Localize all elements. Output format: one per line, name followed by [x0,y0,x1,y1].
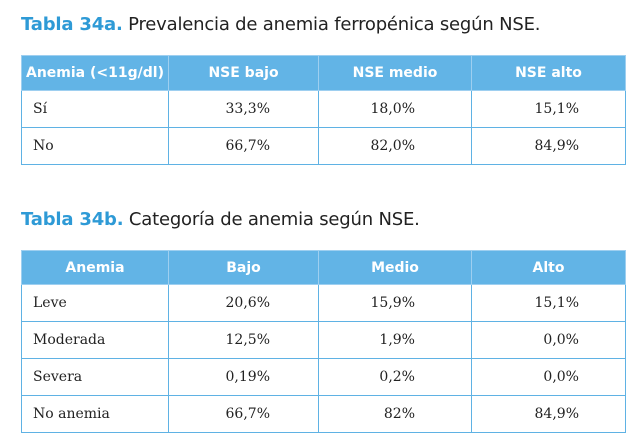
table-header-row: Anemia (<11g/dl) NSE bajo NSE medio NSE … [21,55,626,91]
table-cell: 84,9% [471,127,626,165]
table-row: No anemia 66,7% 82% 84,9% [21,395,626,433]
table-b-caption: Categoría de anemia según NSE. [128,209,420,230]
column-header: Anemia [21,250,169,285]
table-cell: 15,1% [471,284,626,322]
column-header: Medio [318,250,472,285]
column-header: NSE alto [471,55,626,91]
table-a-title: Tabla 34a. Prevalencia de anemia ferropé… [21,14,540,35]
table-cell: 66,7% [168,127,319,165]
anemia-prevalence-table: Anemia (<11g/dl) NSE bajo NSE medio NSE … [21,55,626,165]
anemia-category-table: Anemia Bajo Medio Alto Leve 20,6% 15,9% … [21,250,626,433]
table-cell: 82% [318,395,472,433]
table-cell: 84,9% [471,395,626,433]
table-cell: 0,2% [318,358,472,396]
row-label: Moderada [21,321,169,359]
table-cell: 12,5% [168,321,319,359]
column-header: NSE medio [318,55,472,91]
row-label: Leve [21,284,169,322]
column-header: NSE bajo [168,55,319,91]
table-row: No 66,7% 82,0% 84,9% [21,127,626,165]
table-a-caption: Prevalencia de anemia ferropénica según … [128,14,541,35]
row-label: No anemia [21,395,169,433]
table-b-label: Tabla 34b. [21,209,124,230]
column-header: Anemia (<11g/dl) [21,55,169,91]
table-b-title: Tabla 34b. Categoría de anemia según NSE… [21,209,420,230]
row-label: Sí [21,90,169,128]
table-row: Moderada 12,5% 1,9% 0,0% [21,321,626,359]
table-cell: 82,0% [318,127,472,165]
column-header: Bajo [168,250,319,285]
table-cell: 0,0% [471,358,626,396]
table-cell: 0,19% [168,358,319,396]
row-label: No [21,127,169,165]
table-cell: 0,0% [471,321,626,359]
table-cell: 20,6% [168,284,319,322]
table-cell: 66,7% [168,395,319,433]
table-row: Leve 20,6% 15,9% 15,1% [21,284,626,322]
row-label: Severa [21,358,169,396]
table-row: Severa 0,19% 0,2% 0,0% [21,358,626,396]
table-cell: 15,1% [471,90,626,128]
column-header: Alto [471,250,626,285]
table-a-label: Tabla 34a. [21,14,123,35]
table-cell: 33,3% [168,90,319,128]
table-cell: 1,9% [318,321,472,359]
table-cell: 15,9% [318,284,472,322]
table-cell: 18,0% [318,90,472,128]
table-row: Sí 33,3% 18,0% 15,1% [21,90,626,128]
table-header-row: Anemia Bajo Medio Alto [21,250,626,285]
